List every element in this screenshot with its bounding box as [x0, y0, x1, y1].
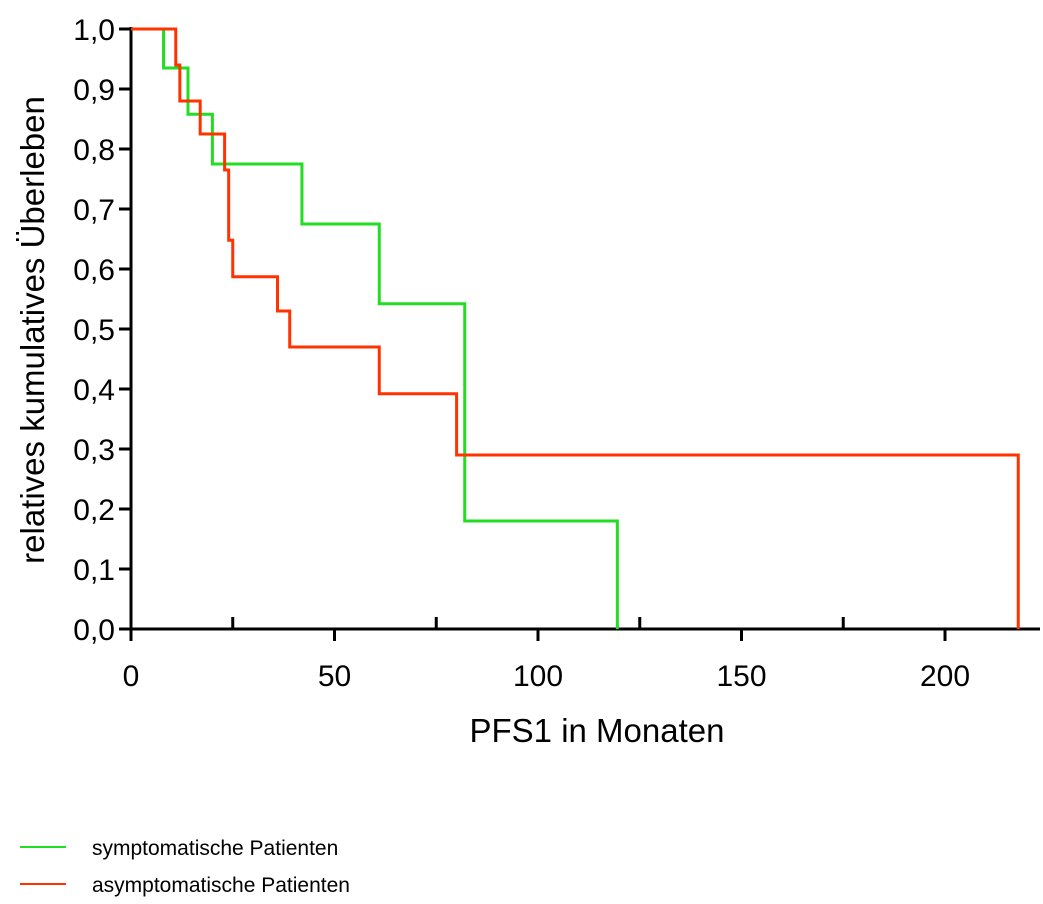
y-tick-label: 0,1 [73, 554, 115, 587]
y-tick-label: 0,8 [73, 134, 115, 167]
legend-label-symptomatische: symptomatische Patienten [92, 837, 338, 860]
x-tick-label: 100 [513, 660, 563, 693]
y-tick-label: 0,7 [73, 194, 115, 227]
series-line-0 [131, 27, 619, 629]
ticks: 0,0 0,1 0,2 0,3 0,4 0,5 0,6 0,7 0,8 0,9 1,0 0 50 100 1… [73, 14, 970, 693]
x-axis-title: PFS1 in Monaten [470, 712, 725, 749]
series-layer [131, 27, 1020, 629]
series-line-1 [131, 27, 1020, 629]
y-tick-label: 0,2 [73, 494, 115, 527]
x-tick-label: 0 [123, 660, 140, 693]
y-tick-label: 0,4 [73, 374, 115, 407]
y-tick-label: 0,6 [73, 254, 115, 287]
y-axis-title: relatives kumulatives Überleben [14, 96, 51, 564]
y-tick-label: 0,3 [73, 434, 115, 467]
x-tick-label: 200 [920, 660, 970, 693]
legend-label-asymptomatische: asymptomatische Patienten [92, 874, 350, 897]
x-tick-label: 150 [716, 660, 766, 693]
x-tick-label: 50 [318, 660, 351, 693]
y-tick-label: 1,0 [73, 14, 115, 47]
y-tick-label: 0,5 [73, 314, 115, 347]
y-tick-label: 0,0 [73, 614, 115, 647]
legend: symptomatische Patienten asymptomatische… [20, 837, 350, 897]
y-tick-label: 0,9 [73, 74, 115, 107]
axes [129, 27, 1040, 631]
